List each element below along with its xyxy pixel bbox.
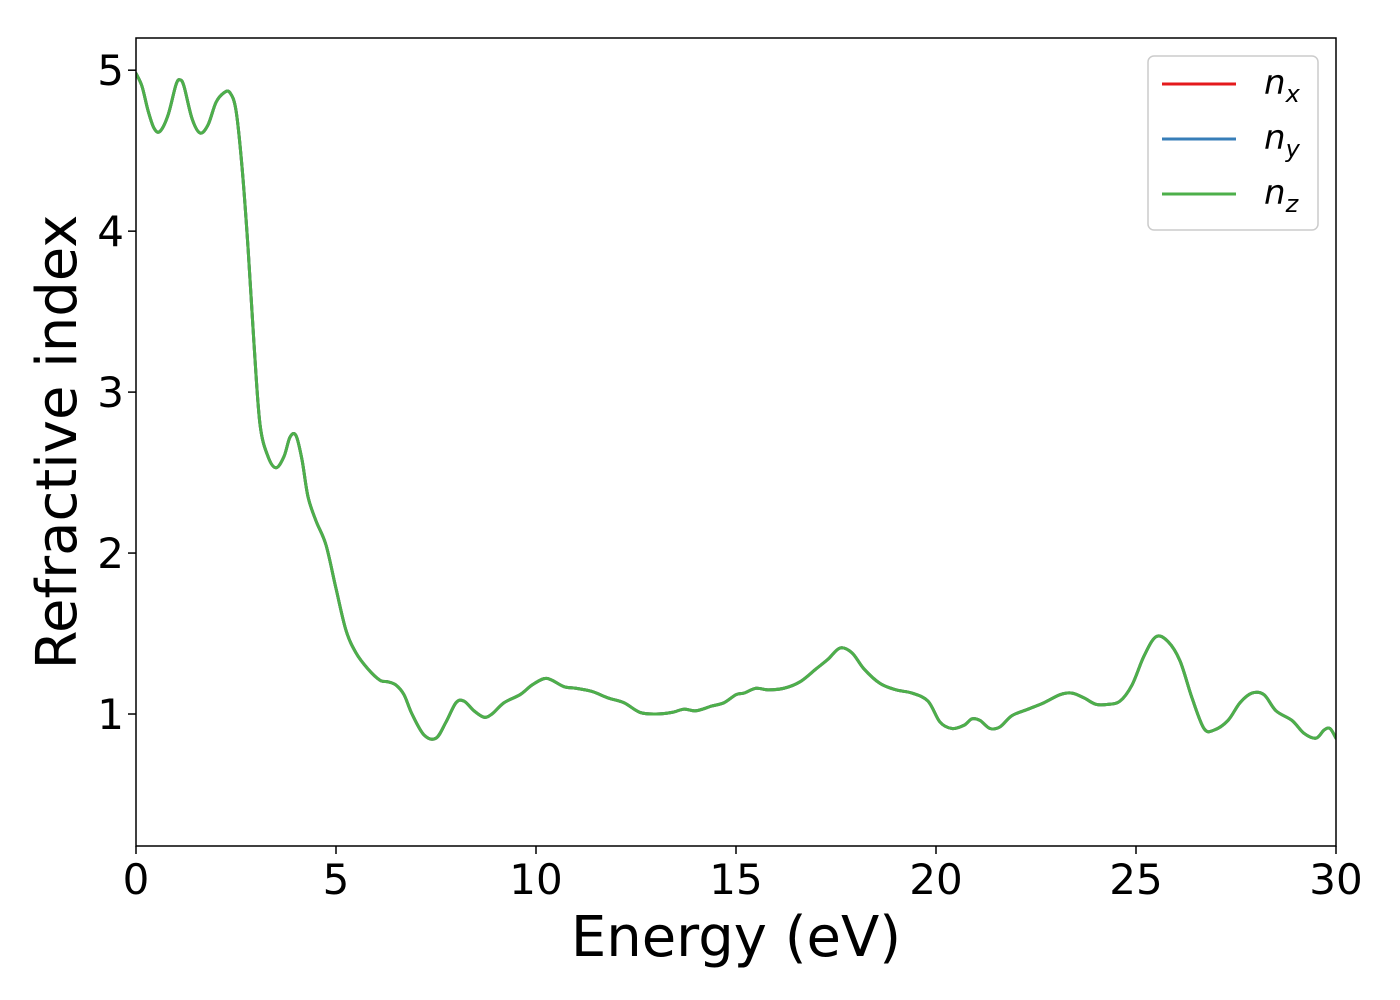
y-tick-label: 2 [97, 529, 124, 578]
y-axis-title: Refractive index [25, 215, 90, 670]
x-tick-label: 10 [509, 855, 562, 904]
x-axis-title: Energy (eV) [571, 905, 901, 970]
legend: nx ny nz [1147, 55, 1319, 231]
x-tick-label: 0 [123, 855, 150, 904]
legend-entries: nx ny nz [1162, 63, 1301, 218]
legend-label-nz: nz [1264, 173, 1300, 218]
y-tick-label: 1 [97, 690, 124, 739]
y-tick-label: 4 [97, 207, 124, 256]
series-layer [136, 71, 1336, 741]
x-tick-label: 30 [1309, 855, 1362, 904]
legend-label-nx: nx [1264, 63, 1301, 108]
x-tick-label: 20 [909, 855, 962, 904]
x-axis: 0 5 10 15 20 25 30 [123, 846, 1363, 904]
legend-box [1147, 55, 1319, 231]
y-axis: 1 2 3 4 5 [97, 46, 136, 739]
y-tick-label: 3 [97, 368, 124, 417]
x-tick-label: 15 [709, 855, 762, 904]
series-line-nz [136, 71, 1336, 741]
legend-label-ny: ny [1264, 118, 1301, 163]
x-tick-label: 5 [323, 855, 350, 904]
y-tick-label: 5 [97, 46, 124, 95]
x-tick-label: 25 [1109, 855, 1162, 904]
